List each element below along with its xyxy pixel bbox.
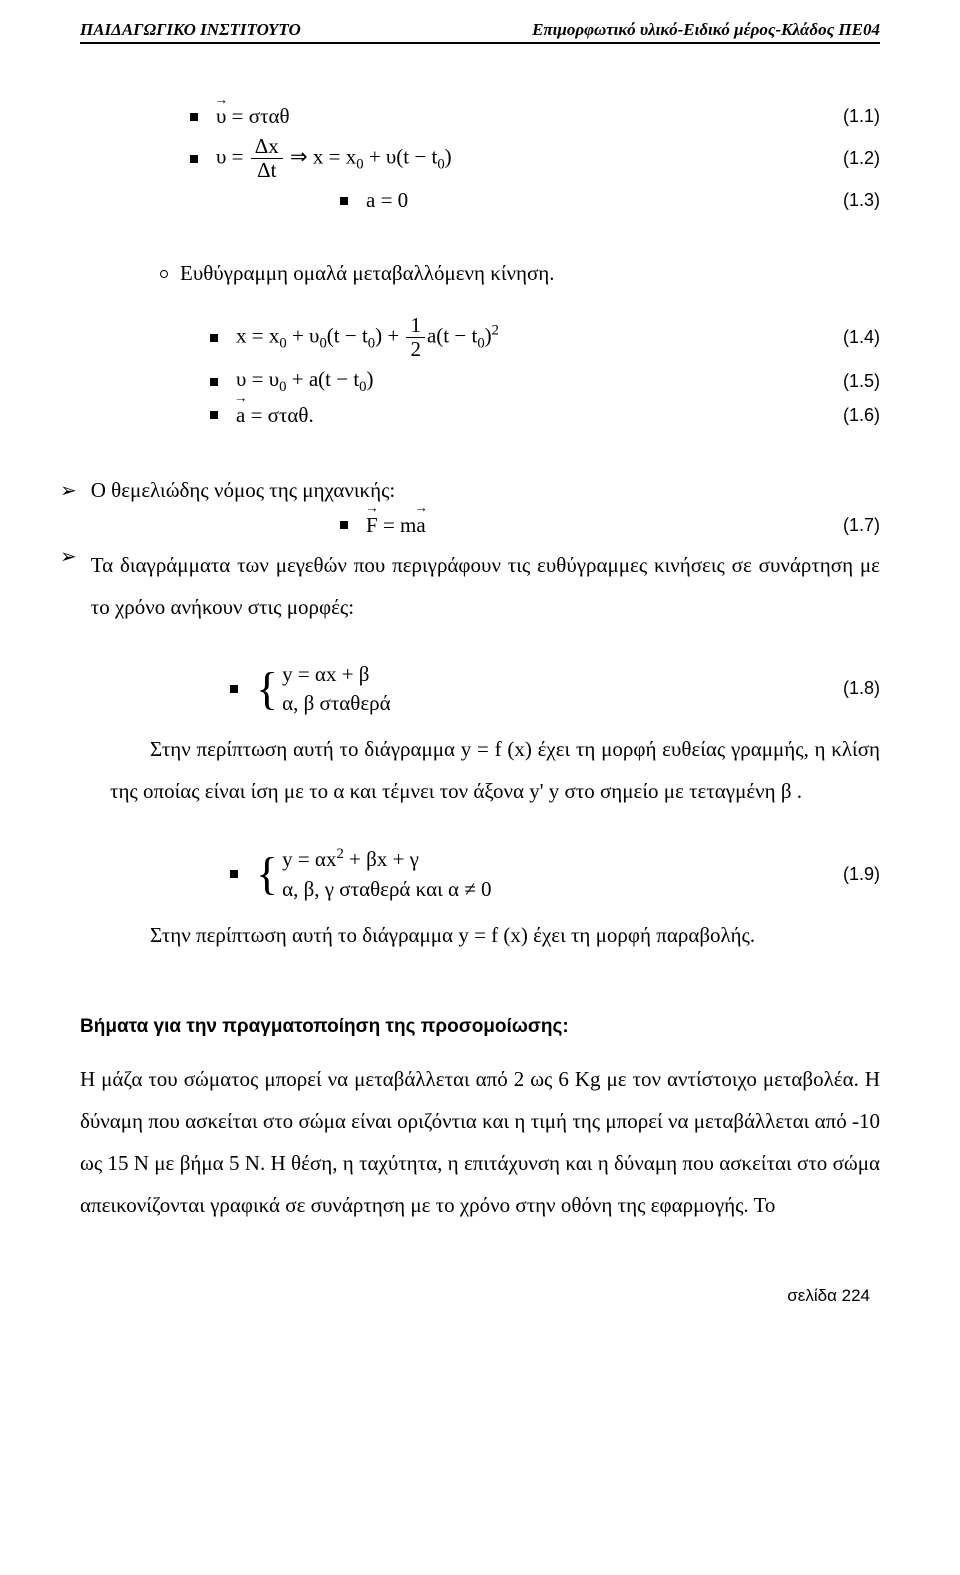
bullet-square-icon [230,685,238,693]
diagrams-row: ➢ Τα διαγράμματα των μεγεθών που περιγρά… [60,544,880,628]
case2-para: Στην περίπτωση αυτή το διάγραμμα y = f (… [110,914,880,956]
eq1-content: υ = σταθ [216,104,800,129]
page-footer: σελίδα 224 [80,1286,880,1306]
bullet-square-icon [210,334,218,342]
eq6-number: (1.6) [800,405,880,426]
page-header: ΠΑΙΔΑΓΩΓΙΚΟ ΙΝΣΤΙΤΟΥΤΟ Επιμορφωτικό υλικ… [80,20,880,44]
steps-heading: Βήματα για την πραγματοποίηση της προσομ… [80,1016,880,1038]
subheading-uniform-accel: Ευθύγραμμη ομαλά μεταβαλλόμενη κίνηση. [160,261,880,286]
eq9-number: (1.9) [800,864,880,885]
equation-1-5: υ = υ0 + a(t − t0) (1.5) [210,367,880,396]
bullet-square-icon [340,197,348,205]
eq3-number: (1.3) [800,190,880,211]
equation-1-3: a = 0 (1.3) [340,188,880,213]
eq4-content: x = x0 + υ0(t − t0) + 12a(t − t0)2 [236,314,800,361]
bullet-square-icon [340,521,348,529]
newton-heading: Ο θεμελιώδης νόμος της μηχανικής: [91,478,395,503]
eq8-number: (1.8) [800,678,880,699]
eq6-content: a = σταθ. [236,403,800,428]
eq9-content: { y = αx2 + βx + γ α, β, γ σταθερά και α… [256,844,800,904]
bullet-circle-icon [160,270,168,278]
bullet-square-icon [210,411,218,419]
equation-1-2: υ = ΔxΔt ⇒ x = x0 + υ(t − t0) (1.2) [190,135,880,182]
eq7-content: F = ma [366,513,800,538]
arrow-bullet-icon: ➢ [60,544,77,569]
header-right: Επιμορφωτικό υλικό-Ειδικό μέρος-Κλάδος Π… [532,20,880,40]
equation-1-9: { y = αx2 + βx + γ α, β, γ σταθερά και α… [230,844,880,904]
bullet-square-icon [230,870,238,878]
eq5-number: (1.5) [800,371,880,392]
steps-para: Η μάζα του σώματος μπορεί να μεταβάλλετα… [80,1058,880,1226]
eq4-number: (1.4) [800,327,880,348]
equation-1-7: F = ma (1.7) [340,513,880,538]
equation-1-8: { y = αx + β α, β σταθερά (1.8) [230,660,880,719]
bullet-square-icon [190,113,198,121]
case1-para: Στην περίπτωση αυτή το διάγραμμα y = f (… [110,728,880,812]
eq3-content: a = 0 [366,188,800,213]
subheading-text: Ευθύγραμμη ομαλά μεταβαλλόμενη κίνηση. [180,261,555,286]
eq2-content: υ = ΔxΔt ⇒ x = x0 + υ(t − t0) [216,135,800,182]
bullet-square-icon [190,155,198,163]
eq7-number: (1.7) [800,515,880,536]
eq8-content: { y = αx + β α, β σταθερά [256,660,800,719]
eq2-number: (1.2) [800,148,880,169]
equation-1-6: a = σταθ. (1.6) [210,403,880,428]
eq5-content: υ = υ0 + a(t − t0) [236,367,800,396]
eq1-number: (1.1) [800,106,880,127]
diagrams-para: Τα διαγράμματα των μεγεθών που περιγράφο… [91,544,880,628]
bullet-square-icon [210,378,218,386]
newton-heading-row: ➢ Ο θεμελιώδης νόμος της μηχανικής: [60,478,880,503]
header-left: ΠΑΙΔΑΓΩΓΙΚΟ ΙΝΣΤΙΤΟΥΤΟ [80,20,301,40]
equation-1-1: υ = σταθ (1.1) [190,104,880,129]
equation-1-4: x = x0 + υ0(t − t0) + 12a(t − t0)2 (1.4) [210,314,880,361]
arrow-bullet-icon: ➢ [60,478,77,503]
